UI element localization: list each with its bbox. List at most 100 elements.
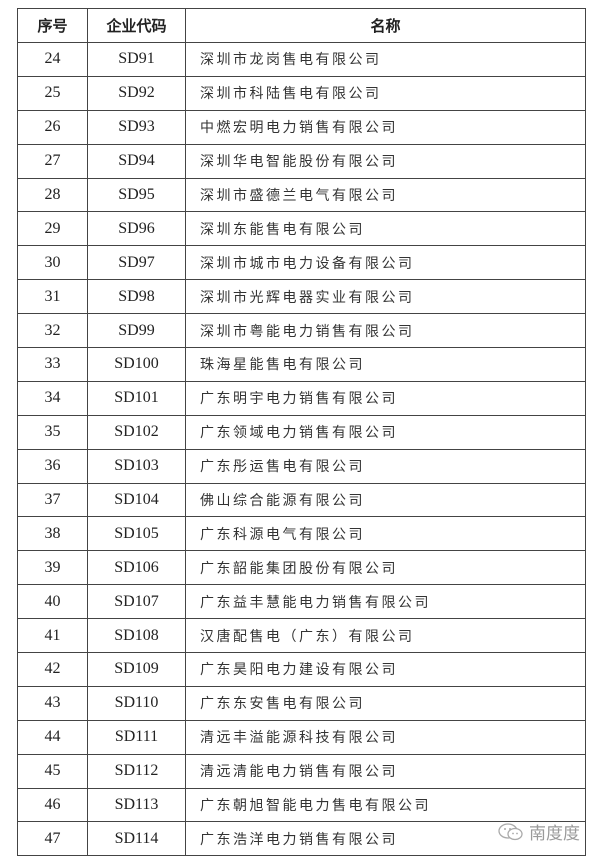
company-name: 广东彤运售电有限公司 bbox=[185, 448, 586, 484]
company-code: SD112 bbox=[87, 753, 186, 789]
watermark-text: 南度度 bbox=[529, 824, 580, 844]
table-row: 43 SD110 广东东安售电有限公司 bbox=[17, 685, 586, 721]
table-row: 36 SD103 广东彤运售电有限公司 bbox=[17, 448, 586, 484]
table-row: 39 SD106 广东韶能集团股份有限公司 bbox=[17, 550, 586, 586]
row-number: 44 bbox=[17, 719, 88, 755]
company-name: 广东朝旭智能电力售电有限公司 bbox=[185, 787, 586, 823]
table-row: 31 SD98 深圳市光辉电器实业有限公司 bbox=[17, 279, 586, 315]
company-code: SD101 bbox=[87, 380, 186, 416]
row-number: 34 bbox=[17, 380, 88, 416]
row-number: 35 bbox=[17, 414, 88, 450]
company-code: SD110 bbox=[87, 685, 186, 721]
company-code: SD111 bbox=[87, 719, 186, 755]
row-number: 25 bbox=[17, 75, 88, 111]
row-number: 32 bbox=[17, 313, 88, 349]
row-number: 33 bbox=[17, 347, 88, 382]
row-number: 24 bbox=[17, 42, 88, 77]
table-row: 25 SD92 深圳市科陆售电有限公司 bbox=[17, 75, 586, 111]
company-name: 深圳市光辉电器实业有限公司 bbox=[185, 279, 586, 315]
watermark: 南度度 bbox=[497, 819, 580, 844]
row-number: 45 bbox=[17, 753, 88, 789]
company-name: 深圳市科陆售电有限公司 bbox=[185, 75, 586, 111]
row-number: 36 bbox=[17, 448, 88, 484]
company-name: 深圳华电智能股份有限公司 bbox=[185, 143, 586, 179]
company-code: SD95 bbox=[87, 177, 186, 213]
company-name: 深圳市龙岗售电有限公司 bbox=[185, 42, 586, 77]
table-row: 41 SD108 汉唐配售电（广东）有限公司 bbox=[17, 618, 586, 654]
table-row: 34 SD101 广东明宇电力销售有限公司 bbox=[17, 380, 586, 416]
row-number: 43 bbox=[17, 685, 88, 721]
wechat-icon bbox=[498, 822, 523, 840]
table-row: 35 SD102 广东领域电力销售有限公司 bbox=[17, 414, 586, 450]
company-code: SD91 bbox=[87, 42, 186, 77]
company-name: 广东浩洋电力销售有限公司 bbox=[185, 821, 586, 857]
row-number: 31 bbox=[17, 279, 88, 315]
row-number: 30 bbox=[17, 245, 88, 281]
company-name: 广东益丰慧能电力销售有限公司 bbox=[185, 584, 586, 620]
company-code: SD114 bbox=[87, 821, 186, 857]
row-number: 38 bbox=[17, 516, 88, 552]
row-number: 47 bbox=[17, 821, 88, 857]
company-name: 广东昊阳电力建设有限公司 bbox=[185, 652, 586, 687]
company-code: SD108 bbox=[87, 618, 186, 654]
company-name: 汉唐配售电（广东）有限公司 bbox=[185, 618, 586, 654]
table-row: 37 SD104 佛山综合能源有限公司 bbox=[17, 482, 586, 518]
table-row: 33 SD100 珠海星能售电有限公司 bbox=[17, 347, 586, 382]
company-name: 中燃宏明电力销售有限公司 bbox=[185, 109, 586, 145]
header-code: 企业代码 bbox=[87, 8, 186, 43]
table-row: 32 SD99 深圳市粤能电力销售有限公司 bbox=[17, 313, 586, 349]
company-name: 清远丰溢能源科技有限公司 bbox=[185, 719, 586, 755]
row-number: 41 bbox=[17, 618, 88, 654]
table-row: 40 SD107 广东益丰慧能电力销售有限公司 bbox=[17, 584, 586, 620]
row-number: 29 bbox=[17, 211, 88, 247]
company-code: SD106 bbox=[87, 550, 186, 586]
company-name: 广东科源电气有限公司 bbox=[185, 516, 586, 552]
table-header-row: 序号 企业代码 名称 bbox=[17, 8, 586, 43]
table-row: 24 SD91 深圳市龙岗售电有限公司 bbox=[17, 42, 586, 77]
company-name: 深圳市粤能电力销售有限公司 bbox=[185, 313, 586, 349]
company-code: SD107 bbox=[87, 584, 186, 620]
row-number: 39 bbox=[17, 550, 88, 586]
company-code: SD102 bbox=[87, 414, 186, 450]
table-row: 46 SD113 广东朝旭智能电力售电有限公司 bbox=[17, 787, 586, 823]
company-code: SD113 bbox=[87, 787, 186, 823]
row-number: 28 bbox=[17, 177, 88, 213]
company-code: SD96 bbox=[87, 211, 186, 247]
table-row: 44 SD111 清远丰溢能源科技有限公司 bbox=[17, 719, 586, 755]
company-code: SD103 bbox=[87, 448, 186, 484]
table-row: 47 SD114 广东浩洋电力销售有限公司 bbox=[17, 821, 586, 857]
table-row: 42 SD109 广东昊阳电力建设有限公司 bbox=[17, 652, 586, 687]
company-code: SD92 bbox=[87, 75, 186, 111]
company-code: SD105 bbox=[87, 516, 186, 552]
table-row: 30 SD97 深圳市城市电力设备有限公司 bbox=[17, 245, 586, 281]
table-row: 45 SD112 清远清能电力销售有限公司 bbox=[17, 753, 586, 789]
company-name: 广东领域电力销售有限公司 bbox=[185, 414, 586, 450]
table-row: 29 SD96 深圳东能售电有限公司 bbox=[17, 211, 586, 247]
company-code: SD104 bbox=[87, 482, 186, 518]
table-row: 38 SD105 广东科源电气有限公司 bbox=[17, 516, 586, 552]
company-code: SD109 bbox=[87, 652, 186, 687]
row-number: 42 bbox=[17, 652, 88, 687]
company-name: 佛山综合能源有限公司 bbox=[185, 482, 586, 518]
company-code: SD93 bbox=[87, 109, 186, 145]
company-name: 广东韶能集团股份有限公司 bbox=[185, 550, 586, 586]
company-name: 深圳东能售电有限公司 bbox=[185, 211, 586, 247]
row-number: 26 bbox=[17, 109, 88, 145]
company-table: 序号 企业代码 名称 24 SD91 深圳市龙岗售电有限公司 25 SD92 深圳市科陆售… bbox=[17, 8, 586, 857]
company-name: 广东东安售电有限公司 bbox=[185, 685, 586, 721]
header-name: 名称 bbox=[185, 8, 586, 43]
table-row: 27 SD94 深圳华电智能股份有限公司 bbox=[17, 143, 586, 179]
company-code: SD97 bbox=[87, 245, 186, 281]
company-name: 珠海星能售电有限公司 bbox=[185, 347, 586, 382]
company-code: SD98 bbox=[87, 279, 186, 315]
header-no: 序号 bbox=[17, 8, 88, 43]
company-code: SD94 bbox=[87, 143, 186, 179]
row-number: 46 bbox=[17, 787, 88, 823]
row-number: 40 bbox=[17, 584, 88, 620]
company-code: SD99 bbox=[87, 313, 186, 349]
company-name: 深圳市城市电力设备有限公司 bbox=[185, 245, 586, 281]
company-code: SD100 bbox=[87, 347, 186, 382]
company-name: 深圳市盛德兰电气有限公司 bbox=[185, 177, 586, 213]
company-name: 广东明宇电力销售有限公司 bbox=[185, 380, 586, 416]
company-name: 清远清能电力销售有限公司 bbox=[185, 753, 586, 789]
